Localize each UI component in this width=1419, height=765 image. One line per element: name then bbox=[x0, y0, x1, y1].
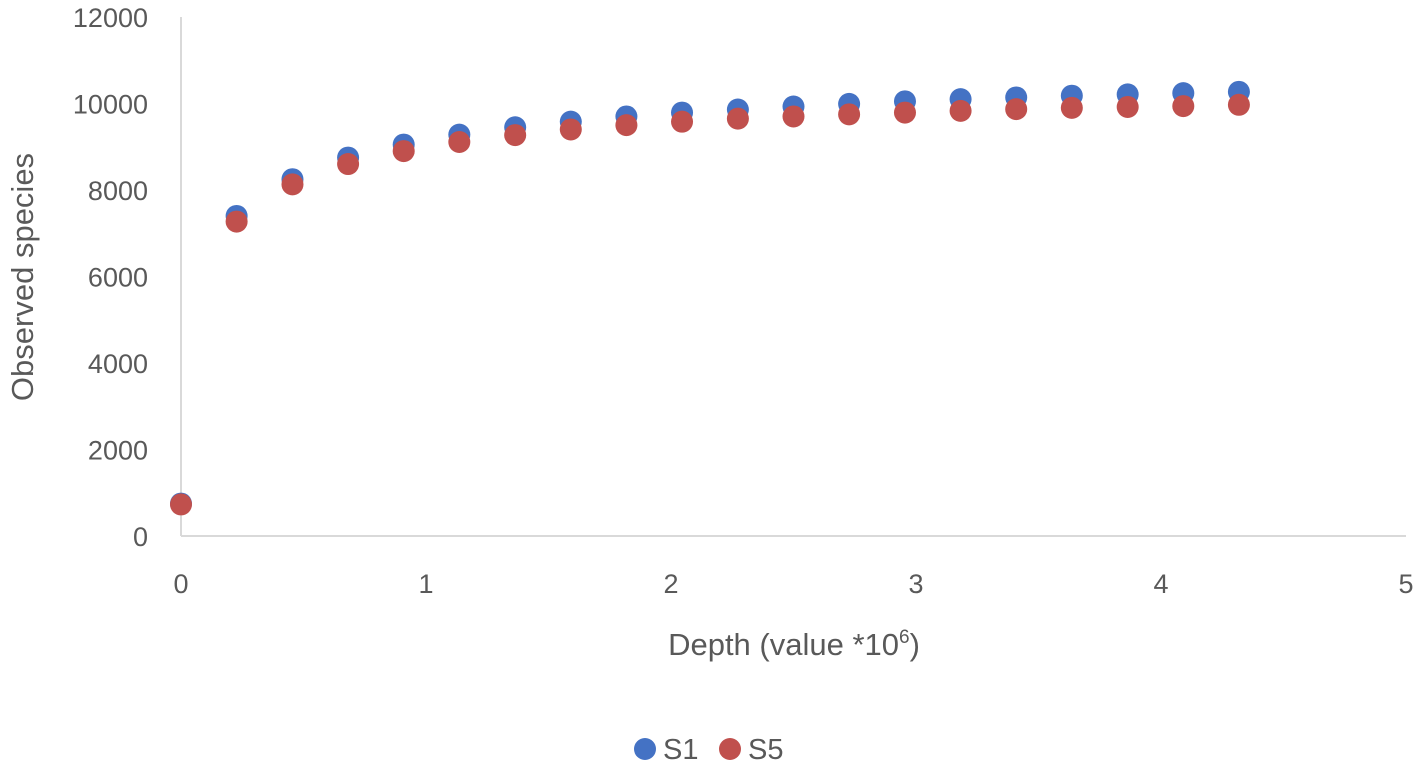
y-tick-label: 8000 bbox=[88, 176, 148, 206]
axes bbox=[180, 17, 1406, 537]
data-point-s5 bbox=[1172, 95, 1195, 118]
data-point-s5 bbox=[504, 124, 527, 147]
data-point-s5 bbox=[615, 114, 638, 137]
y-tick-labels: 0 2000 4000 6000 8000 10000 12000 bbox=[73, 3, 148, 552]
x-axis-title: Depth (value *106) bbox=[668, 627, 920, 662]
y-tick-label: 2000 bbox=[88, 436, 148, 466]
data-point-s5 bbox=[838, 103, 861, 126]
data-point-s5 bbox=[1005, 98, 1028, 121]
data-point-s5 bbox=[1060, 96, 1083, 119]
legend-marker-s1 bbox=[634, 738, 656, 760]
x-tick-labels: 0 1 2 3 4 5 bbox=[173, 569, 1413, 599]
data-point-s5 bbox=[1116, 95, 1139, 118]
data-point-s5 bbox=[782, 105, 805, 128]
x-axis-title-suffix: ) bbox=[910, 627, 920, 662]
x-tick-label: 3 bbox=[908, 569, 923, 599]
x-axis-title-superscript: 6 bbox=[899, 627, 910, 648]
y-tick-label: 12000 bbox=[73, 3, 148, 33]
x-tick-label: 0 bbox=[173, 569, 188, 599]
data-point-s5 bbox=[170, 493, 192, 516]
data-point-s5 bbox=[225, 210, 248, 233]
legend-label-s1: S1 bbox=[663, 734, 698, 765]
y-tick-label: 6000 bbox=[88, 263, 148, 293]
x-axis-title-main: Depth (value *10 bbox=[668, 627, 899, 662]
x-tick-label: 2 bbox=[663, 569, 678, 599]
y-tick-label: 0 bbox=[133, 522, 148, 552]
x-tick-label: 1 bbox=[418, 569, 433, 599]
data-point-s5 bbox=[448, 130, 471, 153]
data-point-s5 bbox=[949, 99, 972, 122]
y-axis-title: Observed species bbox=[5, 153, 40, 401]
legend: S1 S5 bbox=[634, 734, 783, 765]
series-s1 bbox=[170, 80, 1250, 515]
data-point-s5 bbox=[671, 110, 694, 133]
data-point-s5 bbox=[893, 101, 916, 124]
data-point-s5 bbox=[1227, 93, 1250, 116]
data-point-s5 bbox=[337, 153, 360, 176]
y-tick-label: 4000 bbox=[88, 349, 148, 379]
legend-marker-s5 bbox=[719, 738, 741, 760]
data-point-s5 bbox=[392, 140, 415, 163]
y-tick-label: 10000 bbox=[73, 90, 148, 120]
data-points bbox=[170, 80, 1250, 516]
legend-label-s5: S5 bbox=[748, 734, 783, 765]
x-tick-label: 5 bbox=[1398, 569, 1413, 599]
x-tick-label: 4 bbox=[1153, 569, 1168, 599]
data-point-s5 bbox=[559, 118, 582, 141]
series-s5 bbox=[170, 93, 1250, 516]
data-point-s5 bbox=[726, 107, 749, 130]
data-point-s5 bbox=[281, 173, 304, 196]
